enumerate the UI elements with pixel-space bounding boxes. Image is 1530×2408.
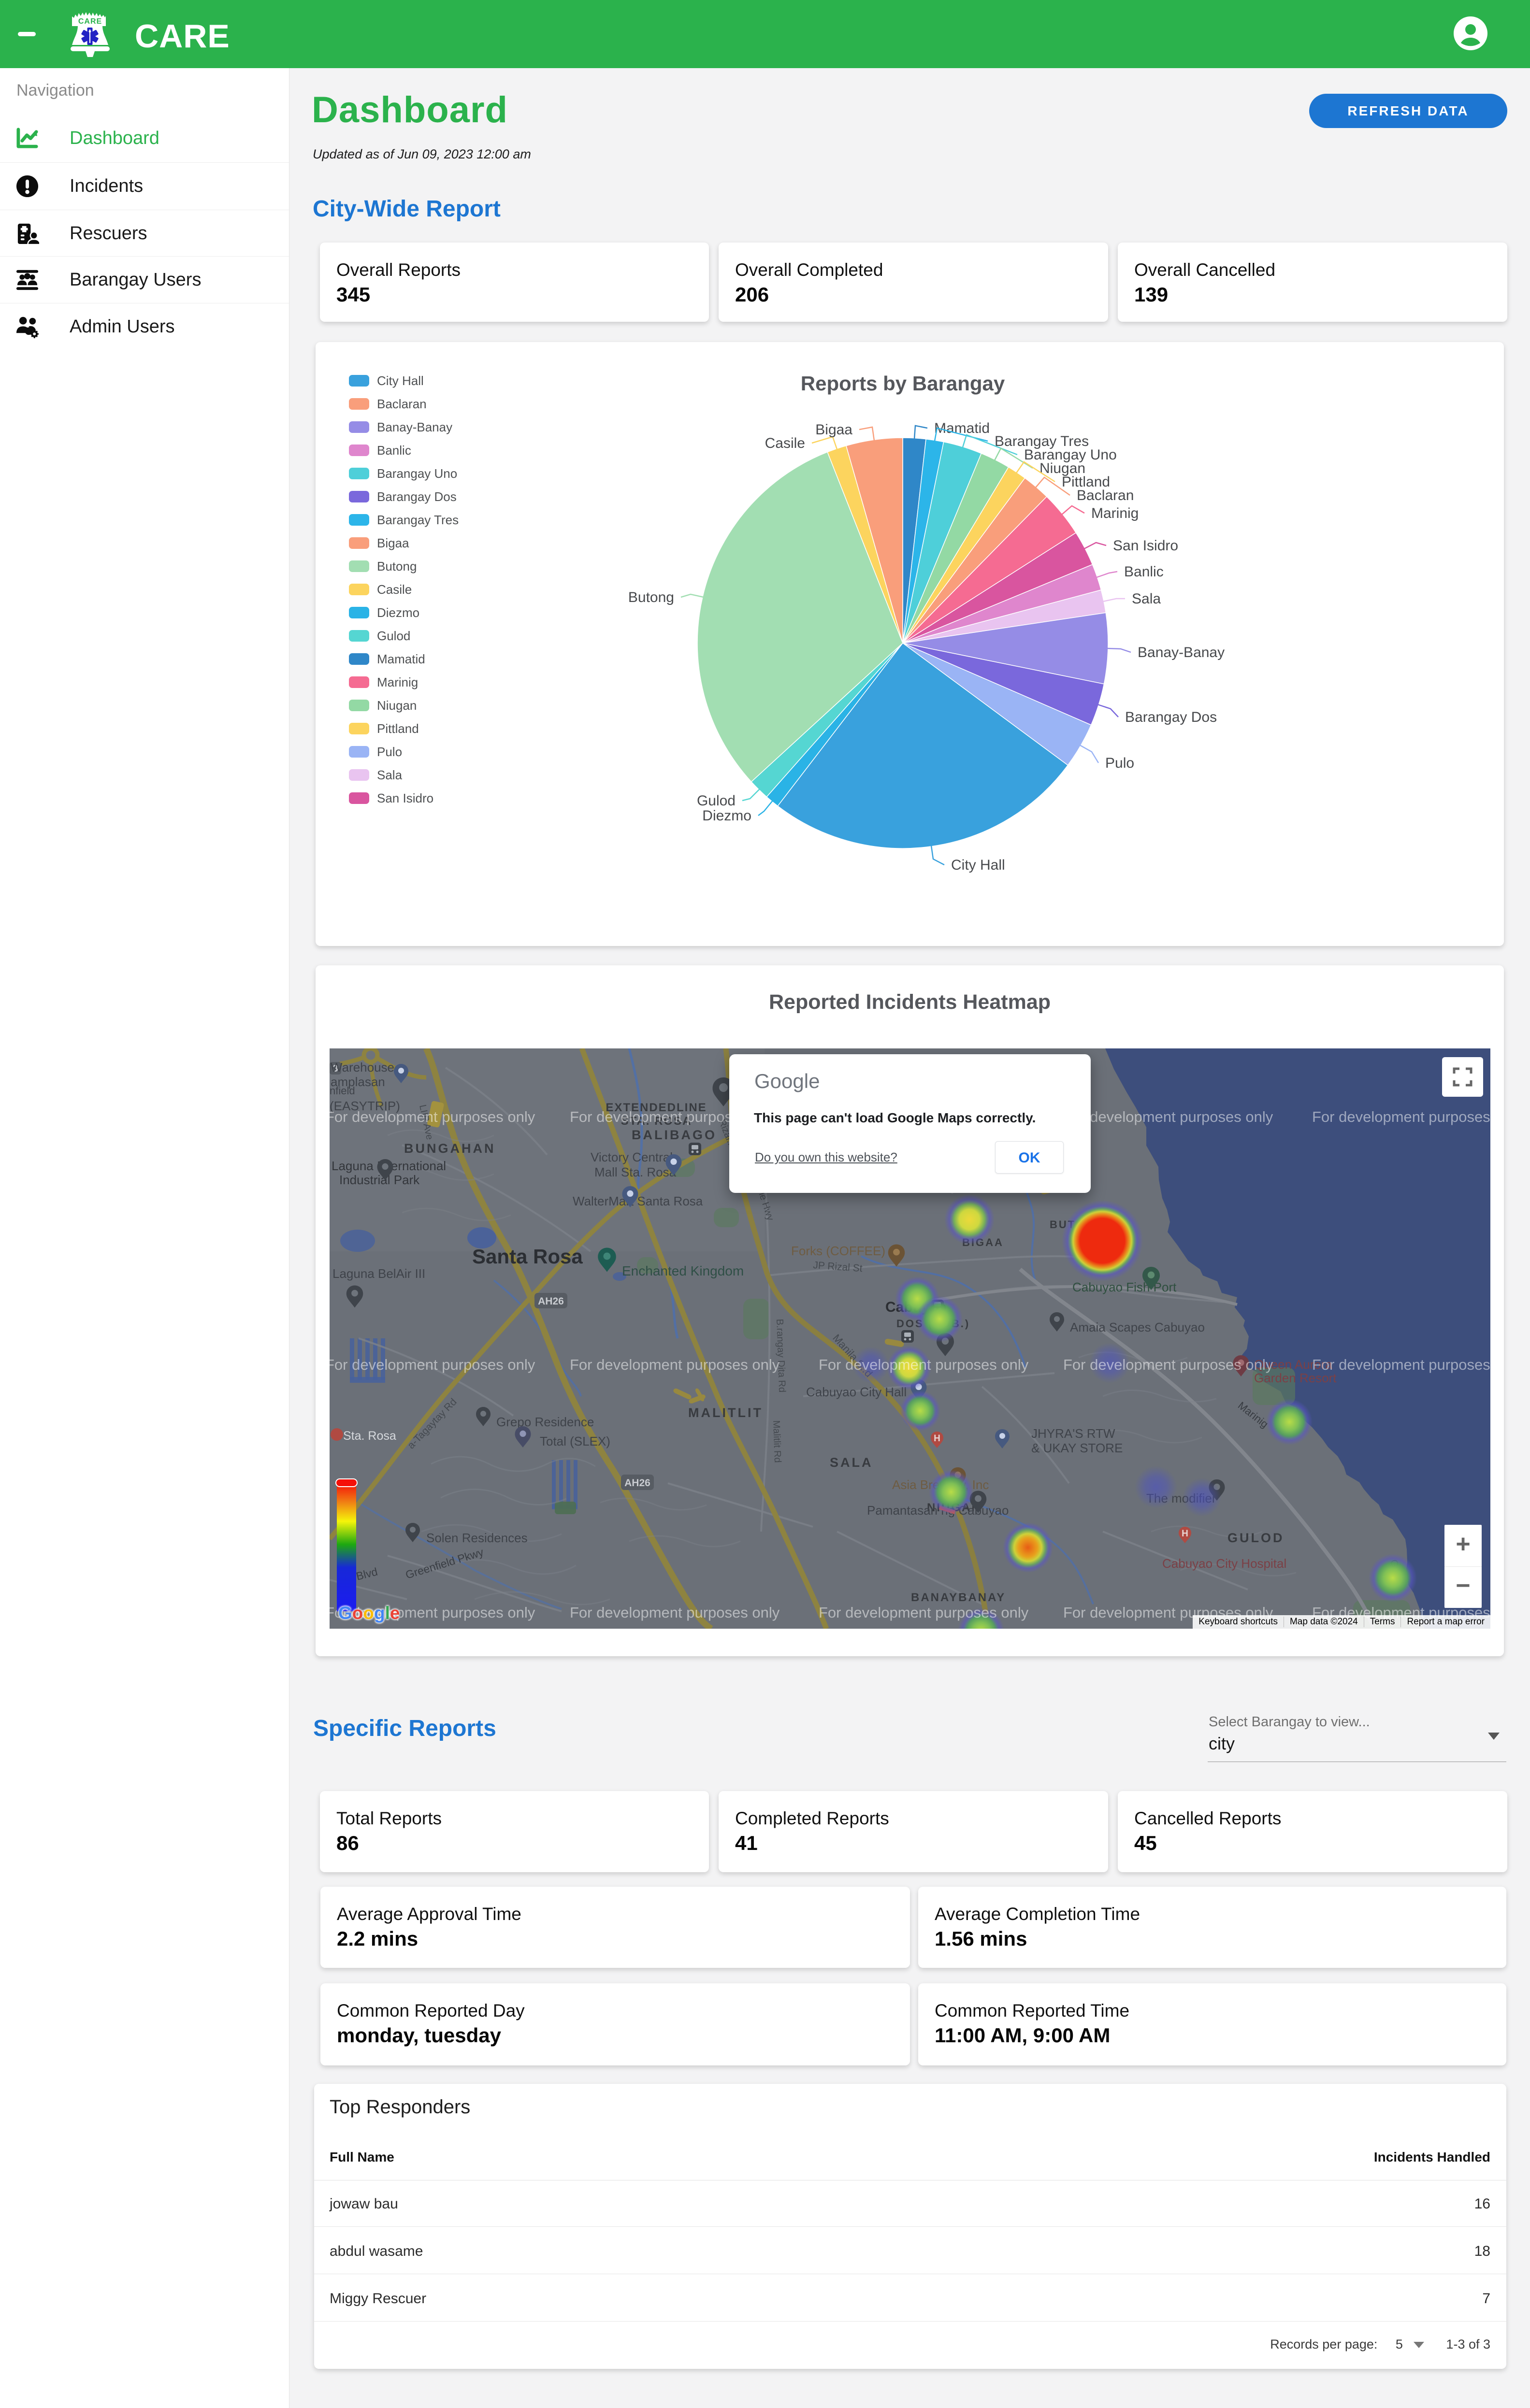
svg-text:City Hall: City Hall [951,857,1005,873]
svg-text:Baclaran: Baclaran [377,397,427,411]
svg-text:Malitlit Rd: Malitlit Rd [771,1420,783,1463]
svg-text:Victory Central: Victory Central [591,1150,673,1164]
svg-text:Banlic: Banlic [1124,564,1164,580]
svg-text:Butong: Butong [377,559,417,573]
svg-text:Mamatid: Mamatid [934,420,990,436]
svg-text:Industrial Park: Industrial Park [339,1173,420,1187]
svg-text:Banay-Banay: Banay-Banay [1138,645,1225,660]
svg-text:Barangay Dos: Barangay Dos [377,489,457,504]
svg-text:AH26: AH26 [538,1296,564,1307]
svg-text:Solen Residences: Solen Residences [426,1531,528,1545]
svg-text:For development purposes only: For development purposes only [1312,1108,1490,1125]
svg-text:Pulo: Pulo [1105,755,1134,771]
svg-text:WalterMart Santa Rosa: WalterMart Santa Rosa [573,1194,703,1208]
svg-text:Sta. Rosa: Sta. Rosa [343,1429,396,1443]
svg-text:Pittland: Pittland [1062,474,1110,490]
svg-text:Laguna BelAir III: Laguna BelAir III [332,1266,425,1281]
svg-text:For development purposes only: For development purposes only [570,1356,780,1373]
svg-text:BUNGAHAN: BUNGAHAN [404,1141,496,1156]
svg-text:For development purposes only: For development purposes only [570,1604,780,1621]
svg-text:Diezmo: Diezmo [702,808,751,824]
svg-text:GULOD: GULOD [1227,1531,1285,1545]
svg-text:Banlic: Banlic [377,443,411,458]
svg-text:Mall Sta. Rosa: Mall Sta. Rosa [594,1165,677,1179]
svg-text:Gulod: Gulod [697,793,736,809]
svg-text:Forks (COFFEE): Forks (COFFEE) [791,1244,885,1258]
svg-text:H: H [1182,1529,1188,1539]
svg-text:STA. ROSA: STA. ROSA [621,1115,692,1128]
svg-text:& UKAY STORE: & UKAY STORE [1031,1441,1123,1455]
svg-text:Butong: Butong [628,589,674,605]
svg-text:For development purposes only: For development purposes only [1063,1108,1273,1125]
svg-text:BANAYBANAY: BANAYBANAY [911,1591,1006,1604]
svg-text:For development purposes only: For development purposes only [330,1356,535,1373]
svg-text:Cabuyao City Hall: Cabuyao City Hall [806,1385,907,1399]
svg-text:Mamatid: Mamatid [377,652,425,666]
svg-text:For development purposes only: For development purposes only [1063,1356,1273,1373]
svg-text:Niugan: Niugan [1039,460,1085,476]
svg-text:Garden Resort: Garden Resort [1254,1371,1337,1385]
svg-text:Barangay Tres: Barangay Tres [995,433,1089,449]
svg-text:Barangay Uno: Barangay Uno [1024,447,1117,463]
svg-text:For development purposes only: For development purposes only [819,1356,1029,1373]
svg-text:Casile: Casile [377,582,412,597]
svg-text:Pulo: Pulo [377,745,402,759]
svg-text:Diezmo: Diezmo [377,605,419,620]
svg-text:Cabuyao Fish Port: Cabuyao Fish Port [1072,1280,1177,1294]
svg-text:MALITLIT: MALITLIT [688,1405,763,1420]
svg-text:Cabuyao City Hospital: Cabuyao City Hospital [1162,1556,1286,1571]
svg-text:San Isidro: San Isidro [1113,538,1178,554]
svg-text:Total (SLEX): Total (SLEX) [540,1434,610,1448]
svg-text:Santa Rosa: Santa Rosa [472,1245,583,1268]
svg-text:SALA: SALA [830,1455,873,1470]
svg-text:Barangay Dos: Barangay Dos [1125,709,1217,725]
svg-text:San Isidro: San Isidro [377,791,433,805]
svg-text:BALIBAGO: BALIBAGO [632,1128,717,1142]
svg-text:Banay-Banay: Banay-Banay [377,420,452,434]
svg-text:Bigaa: Bigaa [815,422,852,438]
svg-text:Sala: Sala [1132,591,1161,607]
svg-text:Queen Aurora: Queen Aurora [1254,1357,1332,1372]
svg-text:AH26: AH26 [624,1477,650,1489]
svg-text:Pittland: Pittland [377,721,419,736]
svg-text:For development purposes only: For development purposes only [1312,1356,1490,1373]
svg-text:H: H [934,1433,940,1444]
svg-text:amplasan: amplasan [331,1075,385,1089]
svg-text:(EASYTRIP): (EASYTRIP) [330,1099,400,1113]
svg-text:B.rangay Dita Rd: B.rangay Dita Rd [774,1319,787,1392]
svg-text:Niugan: Niugan [377,698,417,713]
svg-text:Warehouse: Warehouse [331,1060,394,1075]
svg-text:For development purposes only: For development purposes only [330,1108,535,1125]
svg-text:CARE: CARE [78,17,102,26]
svg-text:Sala: Sala [377,768,403,782]
svg-text:Baclaran: Baclaran [1077,487,1134,503]
svg-text:JHYRA'S RTW: JHYRA'S RTW [1031,1426,1115,1441]
svg-text:Casile: Casile [765,435,805,451]
svg-text:Barangay Uno: Barangay Uno [377,466,457,481]
svg-text:Amaia Scapes Cabuyao: Amaia Scapes Cabuyao [1070,1320,1205,1334]
svg-text:Grepo Residence: Grepo Residence [496,1415,594,1429]
svg-text:Reports by Barangay: Reports by Barangay [801,372,1005,395]
svg-text:Marinig: Marinig [1091,505,1139,521]
svg-text:City Hall: City Hall [377,373,424,388]
svg-text:Enchanted Kingdom: Enchanted Kingdom [622,1263,744,1278]
svg-text:nfield: nfield [330,1085,355,1097]
svg-text:Barangay Tres: Barangay Tres [377,513,459,527]
svg-text:Bigaa: Bigaa [377,536,409,550]
svg-text:EXTENDEDLINE: EXTENDEDLINE [606,1101,707,1114]
svg-text:Marinig: Marinig [377,675,418,689]
svg-text:For development purposes only: For development purposes only [819,1604,1029,1621]
svg-text:3: 3 [332,1063,338,1074]
svg-text:Gulod: Gulod [377,629,410,643]
svg-text:For development purposes only: For development purposes only [330,1604,535,1621]
